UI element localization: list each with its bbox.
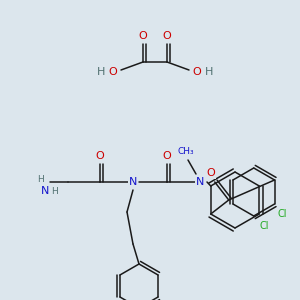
Text: N: N [129,177,137,187]
Text: H: H [205,67,213,77]
Text: CH₃: CH₃ [178,146,194,155]
Text: H: H [97,67,105,77]
Text: O: O [206,168,215,178]
Text: H: H [37,175,44,184]
Text: O: O [96,151,104,161]
Text: Cl: Cl [260,221,269,231]
Text: O: O [109,67,117,77]
Text: O: O [139,31,147,41]
Text: O: O [163,151,171,161]
Text: O: O [193,67,201,77]
Text: H: H [52,187,58,196]
Text: O: O [163,31,171,41]
Text: N: N [196,177,204,187]
Text: Cl: Cl [278,209,287,219]
Text: N: N [41,186,49,196]
